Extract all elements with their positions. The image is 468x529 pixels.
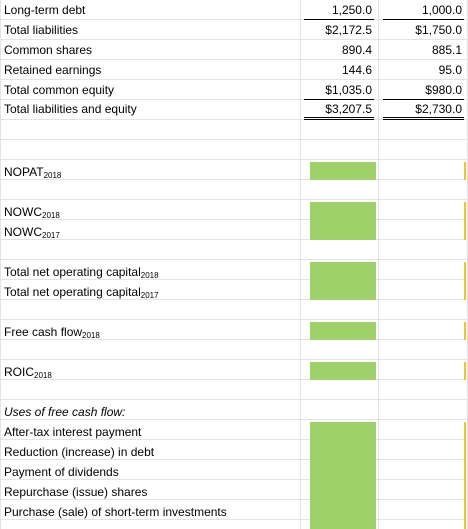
total-top-border xyxy=(383,99,464,100)
grand-total-double-underline xyxy=(383,117,464,120)
uses-item-label: Purchase (sale) of short-term investment… xyxy=(4,505,227,519)
free-cash-flow-label: Free cash flow2018 xyxy=(4,325,100,340)
grid-row xyxy=(0,140,468,160)
grid-row xyxy=(0,100,468,120)
column-divider xyxy=(378,0,379,529)
column-divider xyxy=(0,0,1,529)
total-common-equity-2018[interactable]: $1,035.0 xyxy=(325,83,372,97)
total-common-equity-2017[interactable]: $980.0 xyxy=(425,83,462,97)
grid-row xyxy=(0,120,468,140)
total-top-border xyxy=(304,99,374,100)
retained-earnings-2018[interactable]: 144.6 xyxy=(341,63,372,77)
grid-row xyxy=(0,20,468,40)
nowc-2017-label: NOWC2017 xyxy=(4,225,60,240)
uses-item-label: Payment of dividends xyxy=(4,465,119,479)
uses-of-fcf-input-cells[interactable] xyxy=(310,422,376,529)
total-common-equity-label: Total common equity xyxy=(4,83,115,97)
grand-total-double-underline xyxy=(304,117,374,120)
total-liabilities-equity-2017[interactable]: $2,730.0 xyxy=(415,102,462,116)
grid-row xyxy=(0,500,468,520)
roic-label: ROIC2018 xyxy=(4,365,52,380)
operating-capital-2017-label: Total net operating capital2017 xyxy=(4,285,159,300)
grid-row xyxy=(0,300,468,320)
grid-row xyxy=(0,80,468,100)
uses-of-fcf-heading: Uses of free cash flow: xyxy=(4,405,126,419)
uses-item-label: Reduction (increase) in debt xyxy=(4,445,155,459)
long-term-debt-2018[interactable]: 1,250.0 xyxy=(331,3,372,17)
grid-row xyxy=(0,460,468,480)
total-liabilities-equity-2018[interactable]: $3,207.5 xyxy=(325,102,372,116)
total-liabilities-equity-label: Total liabilities and equity xyxy=(4,102,137,116)
grid-row xyxy=(0,480,468,500)
edge-marker xyxy=(464,422,466,529)
grid-row xyxy=(0,40,468,60)
uses-item-label: After-tax interest payment xyxy=(4,425,142,439)
grid-row xyxy=(0,420,468,440)
retained-earnings-label: Retained earnings xyxy=(4,63,102,77)
long-term-debt-2017[interactable]: 1,000.0 xyxy=(421,3,462,17)
common-shares-2017[interactable]: 885.1 xyxy=(431,43,462,57)
long-term-debt-label: Long-term debt xyxy=(4,3,86,17)
edge-marker xyxy=(464,362,466,380)
total-liabilities-2018[interactable]: $2,172.5 xyxy=(325,23,372,37)
edge-marker xyxy=(464,262,466,300)
common-shares-2018[interactable]: 890.4 xyxy=(341,43,372,57)
total-top-border xyxy=(304,19,374,20)
grid-row xyxy=(0,380,468,400)
grid-row xyxy=(0,400,468,420)
uses-item-label: Repurchase (issue) shares xyxy=(4,485,148,499)
total-liabilities-label: Total liabilities xyxy=(4,23,79,37)
nowc-input-cells[interactable] xyxy=(310,202,376,240)
grid-row xyxy=(0,340,468,360)
grid-row xyxy=(0,280,468,300)
nowc-2018-label: NOWC2018 xyxy=(4,205,60,220)
operating-capital-input-cells[interactable] xyxy=(310,262,376,300)
nopat-label: NOPAT2018 xyxy=(4,165,62,180)
total-top-border xyxy=(383,19,464,20)
retained-earnings-2017[interactable]: 95.0 xyxy=(438,63,462,77)
grid-row xyxy=(0,440,468,460)
nopat-input-cell[interactable] xyxy=(310,162,376,180)
edge-marker xyxy=(464,202,466,240)
total-liabilities-2017[interactable]: $1,750.0 xyxy=(415,23,462,37)
column-divider xyxy=(300,0,301,529)
grid-row xyxy=(0,360,468,380)
grid-row xyxy=(0,220,468,240)
operating-capital-2018-label: Total net operating capital2018 xyxy=(4,265,159,280)
grid-row xyxy=(0,0,468,20)
common-shares-label: Common shares xyxy=(4,43,93,57)
grid-row xyxy=(0,240,468,260)
grid-row xyxy=(0,200,468,220)
roic-input-cell[interactable] xyxy=(310,362,376,380)
edge-marker xyxy=(464,162,466,180)
grid-row xyxy=(0,180,468,200)
grid-row xyxy=(0,60,468,80)
grid-row xyxy=(0,260,468,280)
grid-row xyxy=(0,160,468,180)
edge-marker xyxy=(464,322,466,340)
free-cash-flow-input-cell[interactable] xyxy=(310,322,376,340)
grid-row xyxy=(0,320,468,340)
